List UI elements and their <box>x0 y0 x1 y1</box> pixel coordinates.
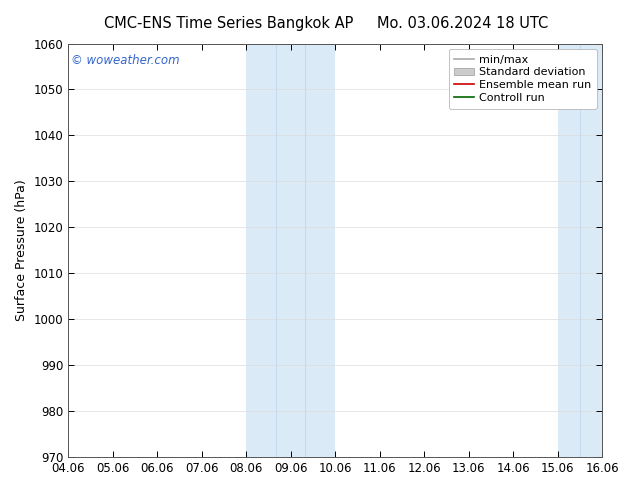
Text: CMC-ENS Time Series Bangkok AP: CMC-ENS Time Series Bangkok AP <box>103 16 353 31</box>
Text: © woweather.com: © woweather.com <box>71 54 179 67</box>
Bar <box>580 44 602 457</box>
Text: Mo. 03.06.2024 18 UTC: Mo. 03.06.2024 18 UTC <box>377 16 548 31</box>
Bar <box>246 44 276 457</box>
Bar <box>306 44 335 457</box>
Bar <box>276 44 306 457</box>
Legend: min/max, Standard deviation, Ensemble mean run, Controll run: min/max, Standard deviation, Ensemble me… <box>449 49 597 108</box>
Bar <box>558 44 580 457</box>
Y-axis label: Surface Pressure (hPa): Surface Pressure (hPa) <box>15 179 28 321</box>
